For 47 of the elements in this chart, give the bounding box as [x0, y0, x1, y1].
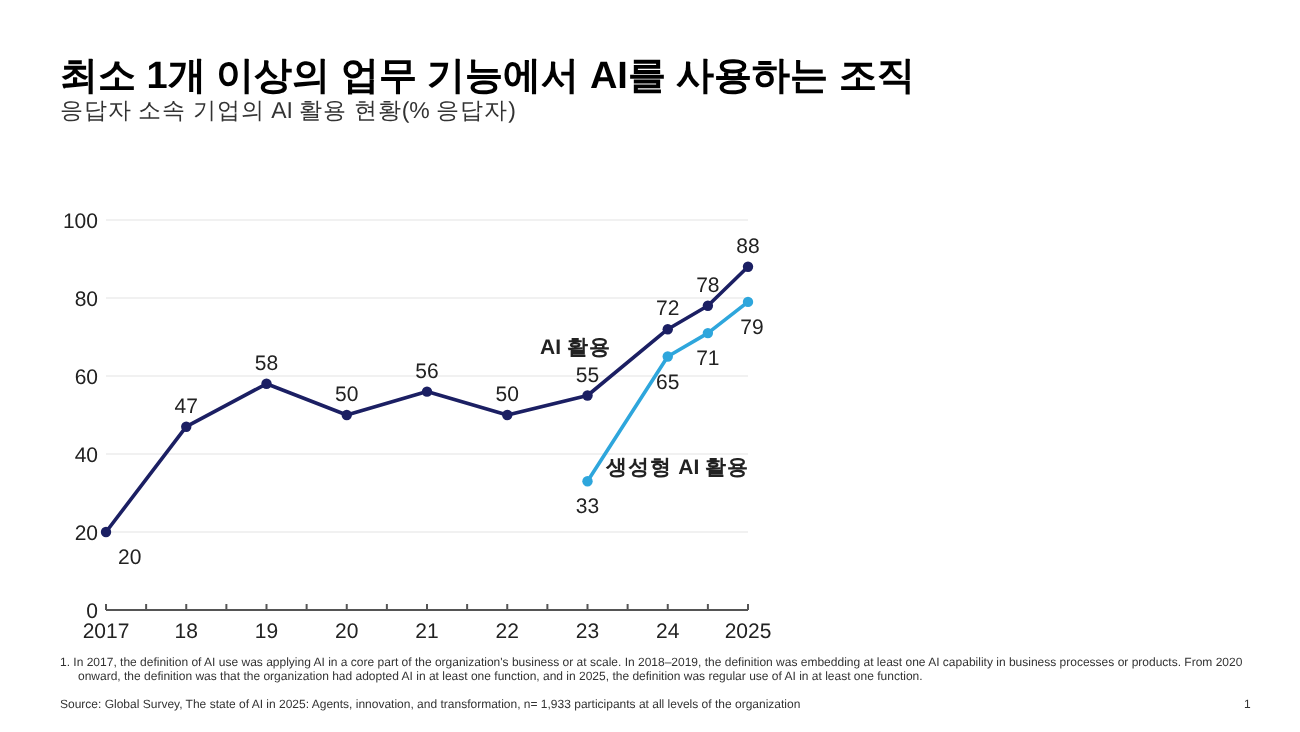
point: [181, 421, 192, 432]
y-tick-label: 0: [86, 600, 99, 624]
data-label: 71: [696, 347, 720, 372]
chart-title: 최소 1개 이상의 업무 기능에서 AI를 사용하는 조직: [60, 56, 916, 98]
x-tick-label: 21: [415, 620, 439, 644]
data-label: 56: [415, 359, 439, 384]
point: [502, 409, 513, 421]
y-tick-label: 40: [74, 444, 99, 468]
y-tick-label: 80: [74, 288, 99, 312]
data-label: 55: [575, 363, 600, 388]
data-label: 47: [174, 394, 199, 419]
data-label: 50: [495, 383, 520, 407]
point: [582, 390, 593, 401]
data-label: 20: [118, 546, 142, 570]
y-tick-label: 100: [62, 210, 99, 234]
point: [100, 526, 112, 538]
point: [702, 300, 714, 311]
data-label: 65: [656, 370, 680, 395]
data-label: 58: [254, 351, 279, 376]
point: [261, 378, 272, 389]
point: [582, 476, 593, 487]
point: [341, 409, 352, 421]
data-label: 50: [335, 383, 359, 407]
point: [702, 327, 714, 339]
x-tick-label: 2017: [82, 620, 130, 644]
y-tick-label: 20: [74, 522, 99, 546]
point: [742, 296, 754, 308]
chart-subtitle: 응답자 소속 기업의 AI 활용 현황(% 응답자): [60, 100, 517, 124]
x-tick-label: 24: [656, 620, 680, 644]
data-label: 33: [575, 495, 600, 520]
x-tick-label: 19: [254, 620, 279, 644]
point: [662, 351, 673, 362]
data-label: 72: [656, 297, 680, 322]
point: [742, 261, 754, 272]
x-tick-label: 18: [174, 620, 199, 644]
point: [662, 324, 673, 335]
x-tick-label: 22: [495, 620, 520, 644]
data-label: 78: [696, 273, 720, 298]
x-tick-label: 20: [335, 620, 359, 644]
y-tick-label: 60: [74, 366, 99, 390]
series-label: 생성형 AI 활용: [604, 455, 750, 480]
x-tick-label: 2025: [724, 620, 772, 644]
point: [421, 386, 433, 397]
x-tick-label: 23: [575, 620, 600, 644]
data-label: 79: [740, 315, 764, 340]
data-label: 88: [736, 234, 760, 259]
series-label: AI 활용: [540, 335, 611, 360]
